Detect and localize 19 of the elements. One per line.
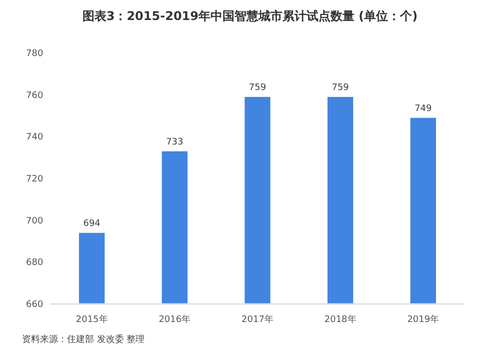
data-label: 759 [248, 82, 266, 93]
text: 资料来源：住建部 发改委 整理 [22, 334, 145, 345]
data-label: 733 [166, 137, 184, 148]
chart-title: 图表3：2015-2019年中国智慧城市累计试点数量 (单位：个) [82, 9, 418, 23]
x-tick-label: 2016年 [158, 314, 191, 325]
y-tick-label: 780 [26, 49, 44, 59]
x-tick-label: 2015年 [76, 314, 108, 325]
x-tick-label: 2019年 [407, 314, 440, 325]
y-tick-label: 760 [26, 90, 44, 101]
x-tick-label: 2017年 [242, 314, 274, 325]
data-label: 694 [83, 218, 101, 229]
data-label: 749 [414, 104, 432, 114]
y-tick-label: 700 [26, 216, 44, 226]
y-tick-label: 680 [26, 258, 44, 268]
x-tick-label: 2018年 [324, 314, 356, 325]
data-label: 759 [332, 82, 350, 93]
y-tick-label: 720 [26, 174, 44, 184]
y-tick-label: 740 [26, 132, 44, 143]
y-tick-label: 660 [26, 300, 44, 310]
